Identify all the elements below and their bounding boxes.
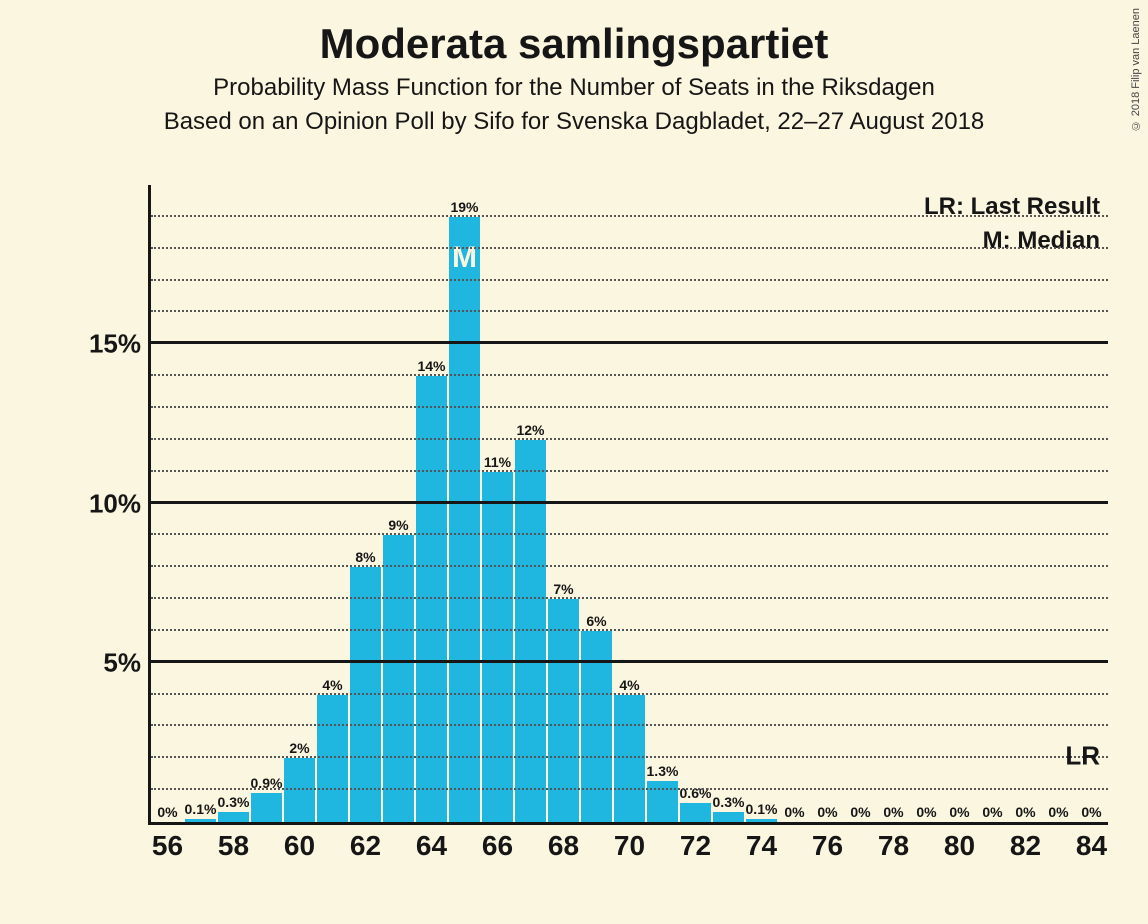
x-tick-label: 70	[614, 830, 645, 862]
bar-seat-67: 12%	[515, 440, 545, 822]
y-tick-label: 10%	[89, 488, 141, 519]
x-tick-label: 80	[944, 830, 975, 862]
grid-minor	[151, 788, 1108, 790]
bar-seat-60: 2%	[284, 758, 314, 822]
x-tick-label: 78	[878, 830, 909, 862]
bar-label: 0%	[1048, 804, 1068, 822]
bar-seat-59: 0.9%	[251, 793, 281, 822]
chart-title: Moderata samlingspartiet	[0, 20, 1148, 68]
bar-label: 0%	[916, 804, 936, 822]
x-tick-label: 82	[1010, 830, 1041, 862]
grid-minor	[151, 533, 1108, 535]
x-tick-label: 68	[548, 830, 579, 862]
bar-seat-74: 0.1%	[746, 819, 776, 822]
grid-minor	[151, 724, 1108, 726]
grid-minor	[151, 756, 1108, 758]
bar-label: 0%	[817, 804, 837, 822]
x-tick-label: 64	[416, 830, 447, 862]
bar-seat-65: 19%M	[449, 217, 479, 822]
grid-minor	[151, 310, 1108, 312]
y-tick-label: 5%	[103, 647, 141, 678]
x-tick-label: 58	[218, 830, 249, 862]
bar-label: 0.9%	[251, 775, 283, 793]
grid-major	[151, 501, 1108, 504]
grid-major	[151, 341, 1108, 344]
bar-seat-66: 11%	[482, 472, 512, 822]
last-result-marker: LR	[1065, 741, 1100, 772]
bar-label: 0%	[1015, 804, 1035, 822]
bar-label: 0%	[850, 804, 870, 822]
grid-minor	[151, 215, 1108, 217]
grid-minor	[151, 629, 1108, 631]
x-tick-label: 72	[680, 830, 711, 862]
grid-minor	[151, 693, 1108, 695]
bar-label: 0.3%	[713, 794, 745, 812]
bar-label: 0.3%	[218, 794, 250, 812]
bar-label: 0%	[784, 804, 804, 822]
bar-label: 0%	[982, 804, 1002, 822]
grid-minor	[151, 279, 1108, 281]
bar-label: 1.3%	[647, 763, 679, 781]
bar-seat-71: 1.3%	[647, 781, 677, 822]
grid-minor	[151, 247, 1108, 249]
grid-minor	[151, 374, 1108, 376]
bar-label: 0%	[949, 804, 969, 822]
y-tick-label: 15%	[89, 329, 141, 360]
bar-seat-63: 9%	[383, 535, 413, 822]
bar-seat-73: 0.3%	[713, 812, 743, 822]
grid-major	[151, 660, 1108, 663]
bar-label: 0%	[157, 804, 177, 822]
chart-container: 0%0.1%0.3%0.9%2%4%8%9%14%19%M11%12%7%6%4…	[80, 185, 1120, 875]
grid-minor	[151, 597, 1108, 599]
chart-subtitle-1: Probability Mass Function for the Number…	[0, 74, 1148, 102]
bar-label: 0%	[1081, 804, 1101, 822]
copyright-text: © 2018 Filip van Laenen	[1130, 8, 1142, 131]
bar-seat-72: 0.6%	[680, 803, 710, 822]
x-tick-label: 74	[746, 830, 777, 862]
bar-label: 0%	[883, 804, 903, 822]
x-tick-label: 76	[812, 830, 843, 862]
chart-subtitle-2: Based on an Opinion Poll by Sifo for Sve…	[0, 108, 1148, 136]
grid-minor	[151, 565, 1108, 567]
bar-seat-58: 0.3%	[218, 812, 248, 822]
x-tick-label: 66	[482, 830, 513, 862]
x-tick-label: 56	[152, 830, 183, 862]
bar-label: 0.1%	[185, 801, 217, 819]
bar-label: 0.1%	[746, 801, 778, 819]
grid-minor	[151, 438, 1108, 440]
bar-seat-57: 0.1%	[185, 819, 215, 822]
grid-minor	[151, 406, 1108, 408]
x-tick-label: 62	[350, 830, 381, 862]
plot-area: 0%0.1%0.3%0.9%2%4%8%9%14%19%M11%12%7%6%4…	[148, 185, 1108, 825]
legend-median: M: Median	[983, 227, 1100, 255]
x-tick-label: 60	[284, 830, 315, 862]
x-tick-label: 84	[1076, 830, 1107, 862]
grid-minor	[151, 470, 1108, 472]
